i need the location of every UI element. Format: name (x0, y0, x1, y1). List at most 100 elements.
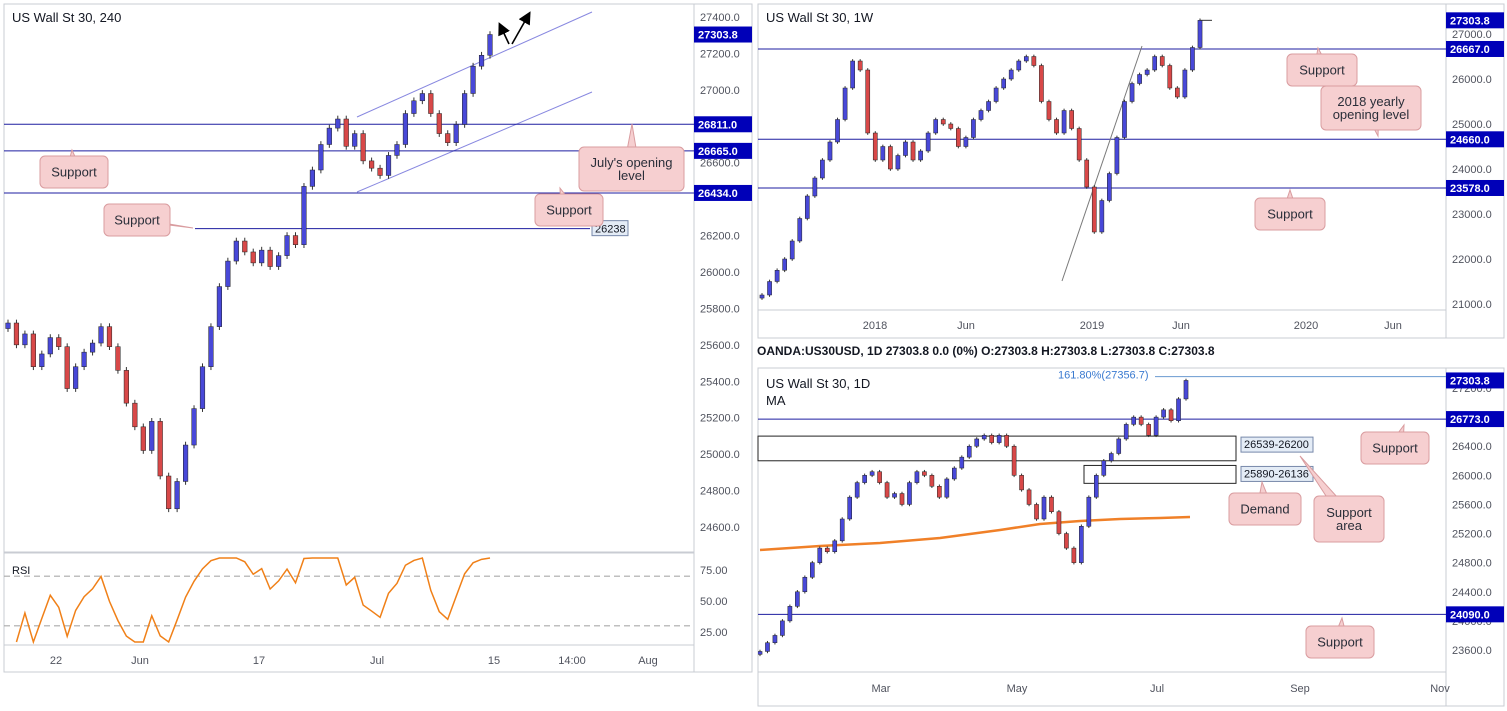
w1-x-tick-label: 2020 (1294, 320, 1318, 332)
w1-candle (1122, 101, 1127, 138)
w1-candle (1016, 60, 1022, 71)
w1-candle (978, 110, 984, 120)
h4-candle (208, 326, 214, 367)
d1-candle (907, 482, 912, 505)
d1-level-24090.0-badge-label: 24090.0 (1450, 609, 1490, 621)
h4-candle (292, 235, 299, 245)
h4-candle (174, 481, 180, 510)
d1-callout-support-24090-text: Support (1317, 635, 1363, 650)
w1-candle (971, 119, 976, 138)
d1-candle (966, 445, 972, 458)
h4-candle (462, 93, 468, 125)
w1-x-tick-label: Jun (1384, 320, 1402, 332)
w1-chart-panel[interactable]: 27000.0 26000.0 25000.0 24000.0 23000.0 22000… (757, 3, 1505, 339)
w1-candle (1107, 173, 1112, 201)
w1-candle (767, 281, 772, 296)
d1-callout-demand-text: Demand (1240, 502, 1289, 517)
w1-x-tick-label: 2019 (1080, 320, 1104, 332)
w1-callout-support-26667-text: Support (1299, 63, 1345, 78)
d1-candle (1131, 416, 1136, 425)
d1-candle (1071, 547, 1077, 563)
d1-candle (795, 591, 800, 607)
d1-candle (1079, 526, 1084, 563)
rsi-tick-label: 25.00 (700, 627, 728, 639)
w1-candle (820, 159, 825, 179)
rsi-line (15, 557, 491, 645)
w1-x-tick-label: Jun (957, 320, 975, 332)
h4-y-tick-label: 24600.0 (700, 522, 740, 534)
h4-current-price-badge (694, 26, 752, 43)
w1-level-23578.0-badge (1446, 179, 1504, 196)
h4-callout-support-26434-box (534, 193, 604, 227)
h4-candle (30, 333, 36, 367)
w1-candle (812, 177, 818, 197)
d1-candle (802, 576, 808, 593)
d1-candle (1026, 489, 1032, 505)
w1-candle (782, 258, 787, 271)
w1-x-tick-label: 2018 (863, 320, 887, 332)
w1-candle (835, 119, 840, 143)
h4-callout-july-open-box (578, 146, 685, 192)
w1-candle (910, 141, 916, 161)
h4-candle (73, 366, 79, 389)
h4-level-26811.0-badge (694, 116, 752, 133)
h4-candle (335, 118, 341, 129)
w1-candle (1167, 65, 1173, 89)
d1-candle (929, 475, 935, 487)
h4-chart-panel[interactable]: 27400.0 27200.0 27000.0 26600.0 26200.0 26000… (3, 3, 753, 673)
rsi-tick-label: 50.00 (700, 596, 728, 608)
h4-candle (301, 186, 307, 245)
d1-candle (884, 482, 890, 498)
d1-ma-legend: MA (766, 393, 786, 408)
d1-demand-zone (1083, 464, 1237, 484)
w1-candle (857, 60, 863, 71)
w1-candle (933, 119, 939, 134)
h4-candle (89, 342, 96, 353)
rsi-label: RSI (12, 565, 31, 577)
d1-candle (1153, 416, 1159, 436)
d1-candle (989, 435, 994, 443)
d1-candle (899, 493, 905, 505)
h4-y-tick-label: 25400.0 (700, 376, 740, 388)
w1-candle (774, 270, 780, 282)
h4-candle (225, 260, 231, 287)
w1-candle (1197, 20, 1203, 48)
h4-level-26811.0-badge-label: 26811.0 (698, 119, 737, 131)
h4-channel-lower (356, 91, 593, 193)
d1-candle (862, 475, 867, 483)
d1-level-26773.0-badge-label: 26773.0 (1450, 414, 1490, 426)
d1-chart-panel[interactable]: 27200.026800.026400.026000.025600.025200… (757, 367, 1505, 707)
h4-channel-upper (356, 11, 593, 118)
w1-candle (1091, 186, 1097, 233)
d1-callout-support-area-box (1313, 495, 1385, 543)
w1-candle (986, 101, 991, 111)
h4-candle (385, 155, 392, 176)
h4-callout-support-26238-box (103, 203, 171, 237)
h4-candle (191, 408, 197, 446)
h4-y-tick-label: 26600.0 (700, 158, 740, 170)
h4-y-tick-label: 25600.0 (700, 340, 740, 352)
h4-y-tick-label: 27200.0 (700, 48, 740, 60)
w1-level-26667.0-badge (1446, 40, 1504, 57)
h4-candle (309, 169, 315, 187)
d1-candle (1049, 496, 1054, 512)
d1-y-tick-label: 26400.0 (1452, 441, 1492, 453)
d1-candle (1101, 460, 1107, 476)
w1-level-24660.0-badge-label: 24660.0 (1450, 134, 1490, 146)
w1-candle (1182, 69, 1188, 98)
d1-candle (758, 651, 763, 655)
d1-candle (810, 562, 815, 578)
h4-candle (64, 346, 70, 389)
h4-y-tick-label: 24800.0 (700, 486, 740, 498)
h4-candle (13, 322, 20, 346)
d1-time-axis (757, 671, 1447, 707)
h4-x-tick-label: 17 (253, 655, 265, 667)
h4-time-axis (3, 644, 695, 673)
w1-candle (759, 294, 765, 299)
d1-candle (877, 471, 882, 483)
d1-candle (944, 478, 950, 498)
d1-callout-demand-box (1228, 492, 1302, 526)
w1-candle (1076, 128, 1082, 161)
d1-y-tick-label: 24800.0 (1452, 558, 1492, 570)
h4-candle (106, 326, 113, 347)
